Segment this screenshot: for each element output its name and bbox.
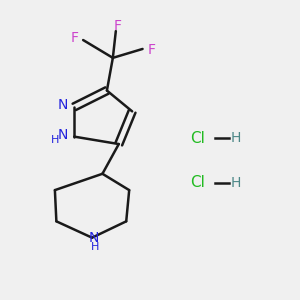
Text: N: N [88, 231, 99, 245]
Text: H: H [231, 131, 242, 145]
Text: F: F [113, 19, 121, 33]
Text: N: N [57, 128, 68, 142]
Text: H: H [91, 242, 99, 252]
Text: N: N [58, 98, 68, 112]
Text: Cl: Cl [190, 175, 205, 190]
Text: H: H [51, 135, 59, 145]
Text: H: H [231, 176, 242, 190]
Text: F: F [148, 44, 155, 57]
Text: F: F [70, 31, 78, 45]
Text: Cl: Cl [190, 130, 205, 146]
